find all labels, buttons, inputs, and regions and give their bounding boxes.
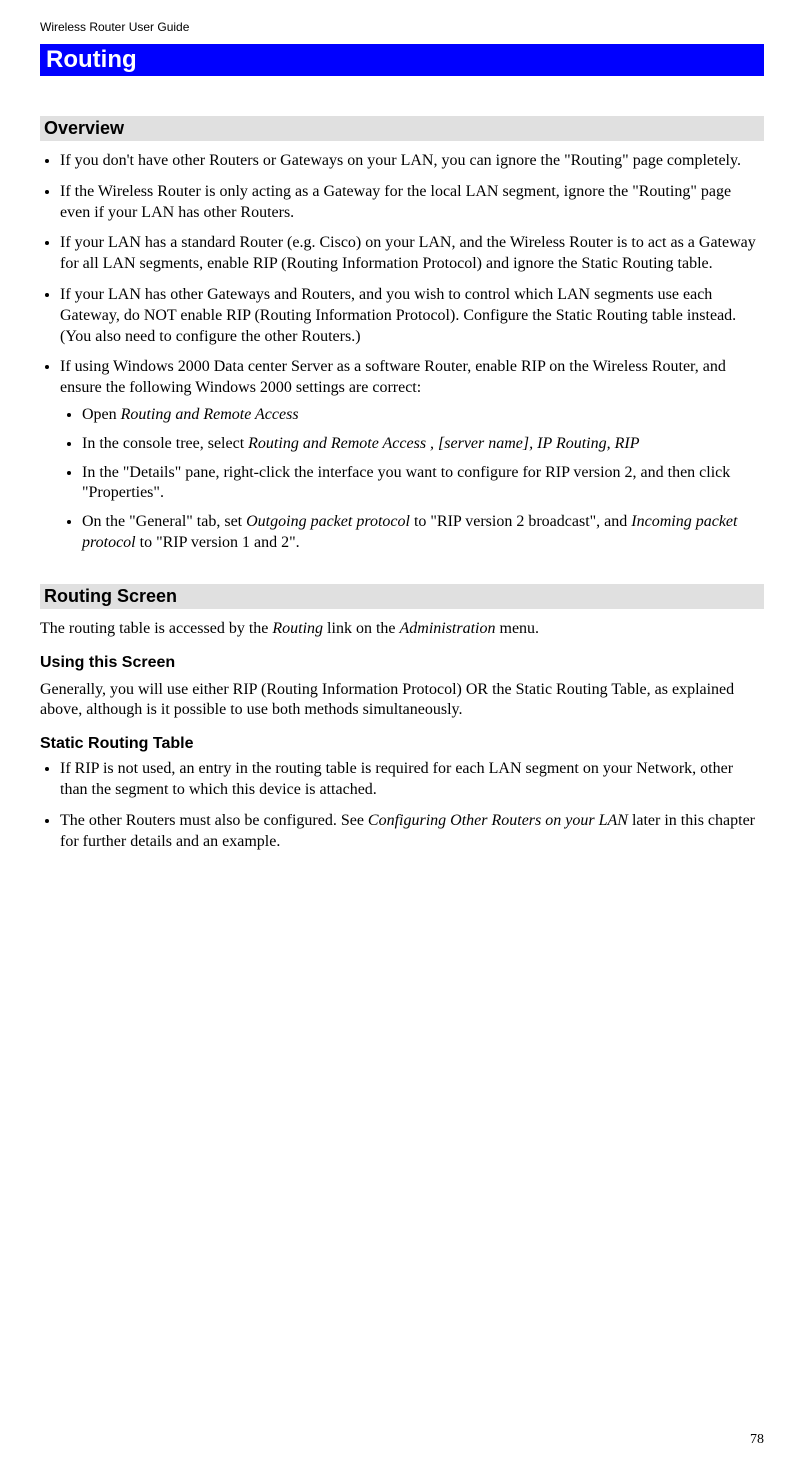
italic-text: Routing and Remote Access , [server name… — [248, 435, 639, 452]
italic-text: Configuring Other Routers on your LAN — [368, 812, 628, 829]
text: menu. — [496, 620, 540, 637]
list-item: If using Windows 2000 Data center Server… — [60, 357, 764, 553]
static-routing-table-heading: Static Routing Table — [40, 735, 764, 753]
italic-text: Routing and Remote Access — [121, 406, 299, 423]
list-item: If RIP is not used, an entry in the rout… — [60, 759, 764, 801]
text: The routing table is accessed by the — [40, 620, 272, 637]
text: link on the — [323, 620, 399, 637]
list-item: The other Routers must also be configure… — [60, 811, 764, 853]
list-item: On the "General" tab, set Outgoing packe… — [82, 512, 764, 554]
static-routing-list: If RIP is not used, an entry in the rout… — [60, 759, 764, 852]
doc-header: Wireless Router User Guide — [40, 20, 764, 34]
page-number: 78 — [750, 1432, 764, 1448]
text: Open — [82, 406, 121, 423]
text: On the "General" tab, set — [82, 513, 246, 530]
list-item-lead: If using Windows 2000 Data center Server… — [60, 358, 726, 396]
text: to "RIP version 1 and 2". — [136, 534, 300, 551]
text: In the console tree, select — [82, 435, 248, 452]
text: to "RIP version 2 broadcast", and — [410, 513, 631, 530]
list-item: If your LAN has a standard Router (e.g. … — [60, 233, 764, 275]
routing-screen-intro: The routing table is accessed by the Rou… — [40, 619, 764, 640]
list-item: If the Wireless Router is only acting as… — [60, 182, 764, 224]
page: Wireless Router User Guide Routing Overv… — [0, 0, 804, 1468]
italic-text: Outgoing packet protocol — [246, 513, 410, 530]
list-item: In the console tree, select Routing and … — [82, 434, 764, 455]
list-item: If you don't have other Routers or Gatew… — [60, 151, 764, 172]
using-this-screen-body: Generally, you will use either RIP (Rout… — [40, 680, 764, 722]
section-overview-heading: Overview — [40, 116, 764, 141]
section-routing-screen-heading: Routing Screen — [40, 584, 764, 609]
italic-text: Routing — [272, 620, 323, 637]
overview-sublist: Open Routing and Remote Access In the co… — [82, 405, 764, 554]
list-item: Open Routing and Remote Access — [82, 405, 764, 426]
overview-list: If you don't have other Routers or Gatew… — [60, 151, 764, 554]
text: The other Routers must also be configure… — [60, 812, 368, 829]
list-item: If your LAN has other Gateways and Route… — [60, 285, 764, 347]
list-item: In the "Details" pane, right-click the i… — [82, 463, 764, 505]
banner-title: Routing — [40, 44, 764, 76]
italic-text: Administration — [399, 620, 495, 637]
using-this-screen-heading: Using this Screen — [40, 654, 764, 672]
